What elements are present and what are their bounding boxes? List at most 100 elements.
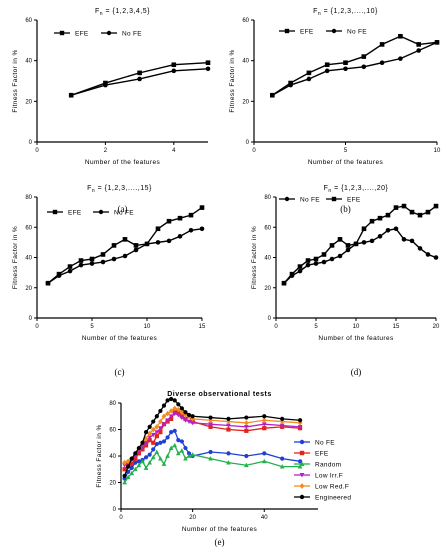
y-tick-label: 40 bbox=[264, 256, 271, 262]
chart-panel: Fn = {1,2,3,....,20} 0 20 40 60 80 0 5 10 15 20 Num… bbox=[251, 185, 440, 377]
data-point bbox=[151, 440, 156, 445]
data-point bbox=[244, 424, 249, 430]
legend-label: EFE bbox=[300, 28, 314, 35]
data-point bbox=[306, 70, 312, 76]
legend-label: Random bbox=[315, 461, 341, 468]
data-point bbox=[425, 252, 431, 257]
data-point bbox=[111, 243, 117, 248]
x-tick-label: 20 bbox=[189, 515, 196, 521]
data-point bbox=[129, 461, 134, 467]
y-axis-label: Fitness Factor in % bbox=[12, 49, 19, 112]
series-line bbox=[271, 41, 438, 96]
data-point bbox=[179, 448, 185, 453]
data-point bbox=[208, 415, 213, 420]
data-point bbox=[379, 42, 385, 47]
data-point bbox=[137, 76, 142, 82]
legend-label: Engineered bbox=[315, 494, 351, 501]
legend-swatch-marker bbox=[331, 28, 337, 34]
data-point bbox=[324, 68, 330, 74]
legend-swatch-marker bbox=[52, 209, 58, 215]
data-point bbox=[361, 226, 367, 232]
data-point bbox=[393, 226, 399, 232]
data-point bbox=[329, 256, 335, 262]
panel-caption: (d) bbox=[351, 367, 362, 377]
data-point bbox=[136, 451, 142, 456]
y-tick-label: 60 bbox=[109, 428, 116, 434]
data-point bbox=[154, 424, 160, 430]
data-point bbox=[154, 434, 159, 439]
data-point bbox=[377, 234, 383, 239]
x-axis-label: Number of the features bbox=[318, 335, 394, 342]
y-tick-label: 0 bbox=[29, 140, 33, 146]
x-tick-label: 4 bbox=[172, 148, 176, 154]
data-point bbox=[270, 92, 275, 98]
x-tick-label: 5 bbox=[344, 148, 348, 154]
panel-caption: (c) bbox=[115, 367, 125, 377]
data-point bbox=[171, 68, 177, 74]
data-point bbox=[158, 408, 163, 414]
legend: No FE EFE Random Low Irr.F Low Red.F Engineer… bbox=[294, 439, 351, 501]
x-tick-label: 0 bbox=[274, 324, 278, 330]
data-point bbox=[150, 426, 156, 433]
x-tick-label: 15 bbox=[393, 324, 400, 330]
data-point bbox=[155, 240, 161, 245]
data-point bbox=[434, 40, 440, 45]
data-point bbox=[161, 403, 167, 408]
data-point bbox=[176, 438, 181, 443]
legend-label: No FE bbox=[114, 209, 134, 216]
legend-swatch-marker bbox=[299, 439, 305, 445]
chart-panel: Fn = {1,2,3,4,5} 0 20 40 60 0 2 4 Number of the … bbox=[12, 8, 211, 214]
data-point bbox=[177, 234, 183, 239]
data-point bbox=[151, 419, 156, 424]
data-point bbox=[305, 262, 311, 268]
data-point bbox=[172, 428, 177, 433]
y-tick-label: 40 bbox=[25, 256, 32, 262]
data-point bbox=[103, 82, 108, 88]
data-point bbox=[244, 428, 249, 433]
data-point bbox=[280, 456, 285, 461]
y-axis-label: Fitness Factor in % bbox=[12, 226, 19, 289]
data-point bbox=[401, 237, 407, 242]
data-point bbox=[154, 449, 160, 454]
data-point bbox=[133, 460, 138, 465]
data-point bbox=[171, 62, 177, 68]
data-point bbox=[190, 420, 195, 426]
data-point bbox=[361, 54, 367, 59]
y-tick-label: 20 bbox=[264, 286, 271, 292]
data-point bbox=[226, 416, 231, 421]
data-point bbox=[168, 445, 174, 450]
data-point bbox=[67, 268, 73, 274]
data-point bbox=[385, 227, 391, 233]
chart-panel: Fn = {1,2,3,....,10} 0 20 40 60 0 5 10 Number of… bbox=[229, 8, 441, 214]
data-point bbox=[343, 60, 348, 65]
y-axis-label: Fitness Factor in % bbox=[96, 424, 103, 487]
data-point bbox=[186, 453, 192, 458]
data-point bbox=[172, 411, 178, 417]
y-tick-label: 0 bbox=[268, 316, 272, 322]
data-point bbox=[136, 462, 142, 468]
data-point bbox=[416, 42, 421, 47]
data-point bbox=[166, 238, 172, 244]
data-point bbox=[122, 237, 128, 242]
x-tick-label: 0 bbox=[119, 515, 123, 521]
data-point bbox=[122, 459, 127, 466]
data-point bbox=[137, 70, 142, 76]
data-point bbox=[172, 442, 178, 448]
legend-swatch-marker bbox=[299, 461, 305, 466]
data-point bbox=[361, 64, 367, 70]
legend-label: No FE bbox=[315, 439, 335, 446]
data-point bbox=[297, 459, 303, 464]
data-point bbox=[306, 76, 312, 82]
chart-title: Fn = {1,2,3,4,5} bbox=[95, 8, 150, 17]
y-tick-label: 80 bbox=[109, 401, 116, 407]
data-point bbox=[147, 438, 152, 443]
data-point bbox=[329, 243, 335, 248]
data-point bbox=[129, 470, 135, 476]
data-point bbox=[183, 445, 188, 451]
data-point bbox=[158, 430, 163, 435]
data-point bbox=[190, 414, 195, 419]
data-point bbox=[385, 212, 391, 218]
data-point bbox=[125, 458, 131, 465]
data-point bbox=[343, 66, 348, 72]
data-point bbox=[297, 264, 303, 269]
